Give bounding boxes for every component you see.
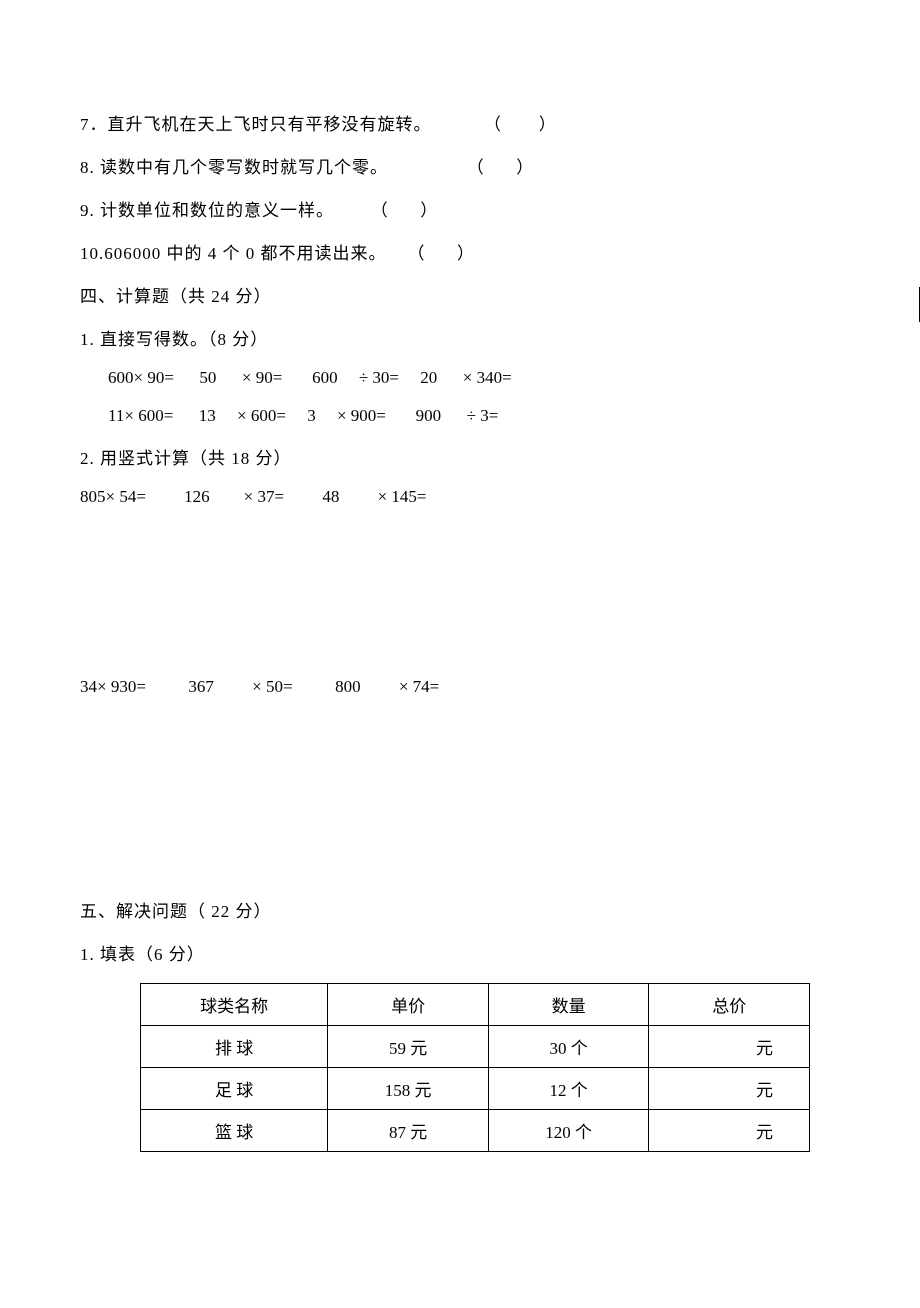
table-header-cell: 单价	[328, 984, 489, 1026]
table-row: 足 球 158 元 12 个 元	[141, 1068, 810, 1110]
table-header-cell: 总价	[649, 984, 810, 1026]
table-cell-total: 元	[649, 1026, 810, 1068]
table-cell-qty: 30 个	[488, 1026, 649, 1068]
tf-item-10: 10.606000 中的 4 个 0 都不用读出来。 （ ）	[80, 239, 840, 264]
tf-text: 10.606000 中的 4 个 0 都不用读出来。	[80, 239, 408, 264]
tf-statement: 直升飞机在天上飞时只有平移没有旋转。	[108, 115, 432, 134]
price-table-container: 球类名称 单价 数量 总价 排 球 59 元 30 个 元 足 球 158 元 …	[140, 983, 810, 1152]
tf-answer-paren: （ ）	[408, 239, 476, 264]
tf-punct: .	[90, 201, 101, 220]
table-cell-total: 元	[649, 1068, 810, 1110]
tf-item-7: 7．直升飞机在天上飞时只有平移没有旋转。 （ ）	[80, 110, 840, 135]
table-cell-qty: 120 个	[488, 1110, 649, 1152]
tf-num: 8	[80, 158, 90, 177]
tf-item-9: 9. 计数单位和数位的意义一样。 （ ）	[80, 196, 840, 221]
calc-row-1: 600× 90= 50 × 90= 600 ÷ 30= 20 × 340=	[80, 368, 840, 388]
tf-statement: 读数中有几个零写数时就写几个零。	[100, 158, 388, 177]
section-4-sub1-label: 1. 直接写得数。（8 分）	[80, 325, 840, 350]
tf-answer-paren: （ ）	[467, 153, 535, 178]
section-4-header: 四、计算题（共 24 分）	[80, 282, 840, 307]
tf-answer-paren: （ ）	[371, 196, 439, 221]
tf-text: 9. 计数单位和数位的意义一样。	[80, 196, 371, 221]
tf-num: 9	[80, 201, 90, 220]
section-5-sub1-label: 1. 填表（6 分）	[80, 940, 840, 965]
tf-text: 8. 读数中有几个零写数时就写几个零。	[80, 153, 467, 178]
table-cell-price: 158 元	[328, 1068, 489, 1110]
table-header-cell: 球类名称	[141, 984, 328, 1026]
table-cell-qty: 12 个	[488, 1068, 649, 1110]
table-cell-name: 篮 球	[141, 1110, 328, 1152]
vertical-calc-row-2: 34× 930= 367 × 50= 800 × 74=	[80, 677, 840, 697]
tf-num: 10	[80, 244, 99, 263]
tf-gap	[388, 158, 467, 177]
tf-statement: 606000 中的 4 个 0 都不用读出来。	[104, 244, 386, 263]
table-row: 篮 球 87 元 120 个 元	[141, 1110, 810, 1152]
section-5-header: 五、解决问题（ 22 分）	[80, 897, 840, 922]
tf-answer-paren: （ ）	[484, 110, 557, 135]
table-cell-price: 87 元	[328, 1110, 489, 1152]
table-cell-price: 59 元	[328, 1026, 489, 1068]
tf-num: 7	[80, 115, 90, 134]
tf-punct: .	[90, 158, 101, 177]
tf-punct: ．	[90, 115, 108, 134]
tf-gap	[334, 201, 371, 220]
tf-gap	[387, 244, 408, 263]
table-header-row: 球类名称 单价 数量 总价	[141, 984, 810, 1026]
tf-item-8: 8. 读数中有几个零写数时就写几个零。 （ ）	[80, 153, 840, 178]
table-cell-total: 元	[649, 1110, 810, 1152]
tf-statement: 计数单位和数位的意义一样。	[100, 201, 334, 220]
vertical-calc-row-1: 805× 54= 126 × 37= 48 × 145=	[80, 487, 840, 507]
tf-text: 7．直升飞机在天上飞时只有平移没有旋转。	[80, 110, 484, 135]
calc-row-2: 11× 600= 13 × 600= 3 × 900= 900 ÷ 3=	[80, 406, 840, 426]
price-table: 球类名称 单价 数量 总价 排 球 59 元 30 个 元 足 球 158 元 …	[140, 983, 810, 1152]
table-cell-name: 排 球	[141, 1026, 328, 1068]
table-header-cell: 数量	[488, 984, 649, 1026]
section-4-sub2-label: 2. 用竖式计算（共 18 分）	[80, 444, 840, 469]
tf-gap	[432, 115, 485, 134]
table-cell-name: 足 球	[141, 1068, 328, 1110]
table-row: 排 球 59 元 30 个 元	[141, 1026, 810, 1068]
